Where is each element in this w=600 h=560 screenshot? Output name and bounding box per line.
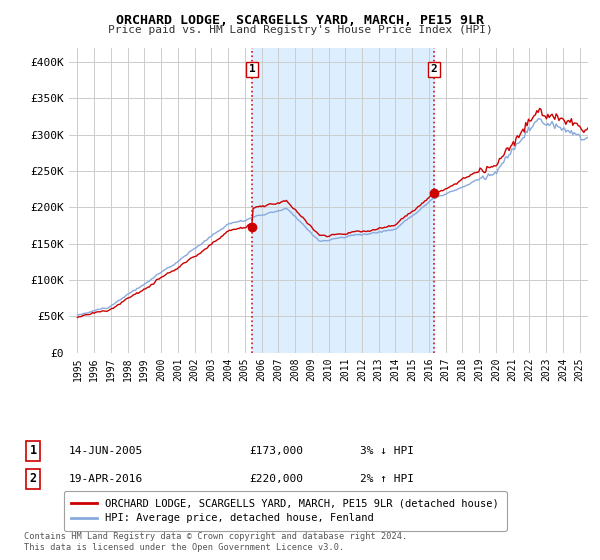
Text: £220,000: £220,000: [249, 474, 303, 484]
Text: 2: 2: [431, 64, 437, 74]
Text: 3% ↓ HPI: 3% ↓ HPI: [360, 446, 414, 456]
Text: ORCHARD LODGE, SCARGELLS YARD, MARCH, PE15 9LR: ORCHARD LODGE, SCARGELLS YARD, MARCH, PE…: [116, 14, 484, 27]
Bar: [253, 48, 434, 353]
Text: 19-APR-2016: 19-APR-2016: [69, 474, 143, 484]
Text: 2: 2: [29, 472, 37, 486]
Text: 1: 1: [249, 64, 256, 74]
Text: 2% ↑ HPI: 2% ↑ HPI: [360, 474, 414, 484]
Text: Price paid vs. HM Land Registry's House Price Index (HPI): Price paid vs. HM Land Registry's House …: [107, 25, 493, 35]
Text: Contains HM Land Registry data © Crown copyright and database right 2024.
This d: Contains HM Land Registry data © Crown c…: [24, 532, 407, 552]
Text: 1: 1: [29, 444, 37, 458]
Legend: ORCHARD LODGE, SCARGELLS YARD, MARCH, PE15 9LR (detached house), HPI: Average pr: ORCHARD LODGE, SCARGELLS YARD, MARCH, PE…: [64, 491, 506, 531]
Text: £173,000: £173,000: [249, 446, 303, 456]
Text: 14-JUN-2005: 14-JUN-2005: [69, 446, 143, 456]
